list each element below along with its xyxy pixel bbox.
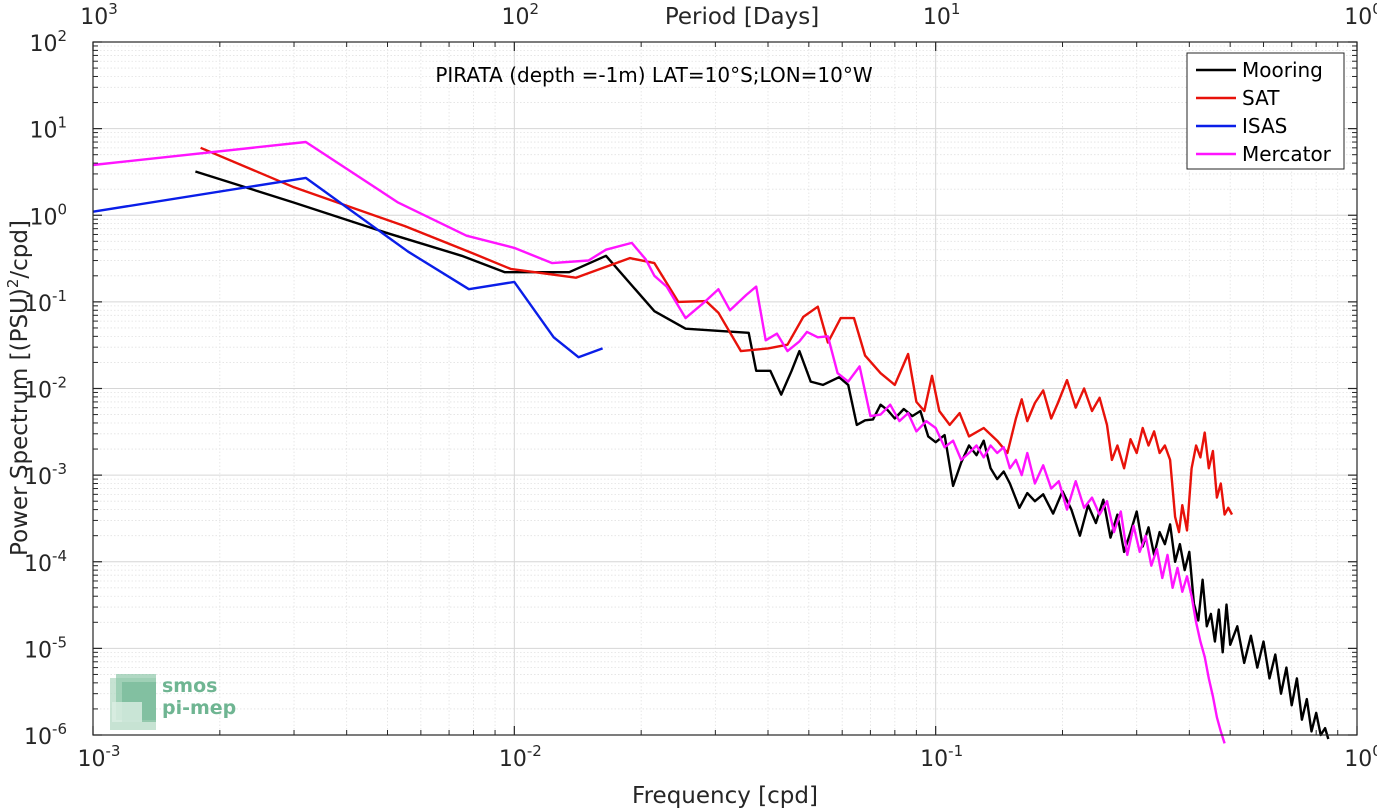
y-tick-label: 10-6: [24, 720, 67, 750]
top-tick-label-exp: 0: [1372, 0, 1377, 18]
y-tick-label: 10-2: [24, 374, 67, 404]
y-tick-label-exp: -4: [52, 547, 67, 565]
y-tick-label: 10-3: [24, 460, 67, 490]
top-tick-label-base: 10: [923, 5, 951, 30]
top-tick-label: 101: [923, 0, 961, 30]
top-tick-label-exp: 2: [530, 0, 540, 18]
y-tick-label-base: 10: [24, 725, 52, 750]
top-tick-label: 103: [80, 0, 118, 30]
x-tick-label-exp: -2: [527, 742, 542, 760]
top-tick-label-exp: 1: [951, 0, 961, 18]
legend-label-sat: SAT: [1242, 86, 1280, 110]
y-tick-label-exp: 0: [57, 200, 67, 218]
y-tick-label-base: 10: [29, 205, 57, 230]
legend-label-mooring: Mooring: [1242, 58, 1323, 82]
top-tick-label-base: 10: [1344, 5, 1372, 30]
legend-label-isas: ISAS: [1242, 114, 1287, 138]
y-tick-label-exp: -5: [52, 633, 67, 651]
smos-pimep-logo: smos pi-mep: [110, 674, 236, 730]
x-tick-label-base: 10: [499, 747, 527, 772]
y-tick-label-base: 10: [24, 292, 52, 317]
y-tick-label: 100: [29, 200, 67, 230]
y-tick-label-base: 10: [24, 638, 52, 663]
chart-title: PIRATA (depth =-1m) LAT=10°S;LON=10°W: [435, 63, 873, 87]
series-line-isas: [92, 176, 604, 359]
x-tick-label: 100: [1344, 742, 1377, 772]
x-tick-label-base: 10: [78, 747, 106, 772]
top-tick-label-base: 10: [502, 5, 530, 30]
top-tick-label: 100: [1344, 0, 1377, 30]
y-tick-label: 101: [29, 114, 67, 144]
y-tick-label-base: 10: [29, 119, 57, 144]
y-tick-label-base: 10: [24, 465, 52, 490]
y-tick-label-exp: 2: [57, 27, 67, 45]
y-tick-label: 10-1: [24, 287, 67, 317]
y-axis-label-tail: /cpd]: [7, 220, 33, 279]
y-tick-label-base: 10: [24, 552, 52, 577]
x-axis-label: Frequency [cpd]: [632, 783, 818, 809]
tick-marks: [92, 41, 1358, 736]
y-tick-label-base: 10: [24, 379, 52, 404]
legend: Mooring SAT ISAS Mercator: [1186, 52, 1345, 170]
y-axis-label-main: Power Spectrum [(PSU): [7, 288, 33, 556]
x-tick-label-exp: -1: [948, 742, 963, 760]
x-tick-label-base: 10: [920, 747, 948, 772]
x-tick-label: 10-1: [920, 742, 963, 772]
y-tick-label-base: 10: [29, 32, 57, 57]
top-tick-label-base: 10: [80, 5, 108, 30]
y-tick-label-exp: 1: [57, 114, 67, 132]
y-axis-label-sup: 2: [4, 279, 22, 289]
top-tick-label: 102: [502, 0, 540, 30]
series-line-mooring: [195, 170, 1330, 740]
top-tick-label-exp: 3: [108, 0, 118, 18]
top-tick-labels: 103102101100: [80, 0, 1377, 30]
logo-line1: smos: [162, 675, 217, 697]
x-tick-label: 10-3: [78, 742, 121, 772]
x-tick-label-exp: -3: [106, 742, 121, 760]
y-tick-label: 10-4: [24, 547, 67, 577]
major-grid: [92, 41, 1358, 736]
series-layer: [92, 140, 1330, 744]
y-tick-label-exp: -2: [52, 374, 67, 392]
y-tick-label: 10-5: [24, 633, 67, 663]
series-line-mercator: [92, 140, 1226, 744]
legend-label-mercator: Mercator: [1242, 142, 1332, 166]
top-axis-label: Period [Days]: [665, 4, 819, 30]
x-tick-label: 10-2: [499, 742, 542, 772]
series-line-sat: [200, 146, 1234, 534]
logo-line2: pi-mep: [162, 697, 236, 719]
legend-box: [1186, 52, 1345, 170]
y-tick-label-exp: -3: [52, 460, 67, 478]
x-tick-label-base: 10: [1344, 747, 1372, 772]
y-tick-label-exp: -1: [52, 287, 67, 305]
y-tick-label-exp: -6: [52, 720, 67, 738]
y-axis-label: Power Spectrum [(PSU)2/cpd]: [4, 220, 33, 556]
x-tick-label-exp: 0: [1372, 742, 1377, 760]
y-tick-label: 102: [29, 27, 67, 57]
